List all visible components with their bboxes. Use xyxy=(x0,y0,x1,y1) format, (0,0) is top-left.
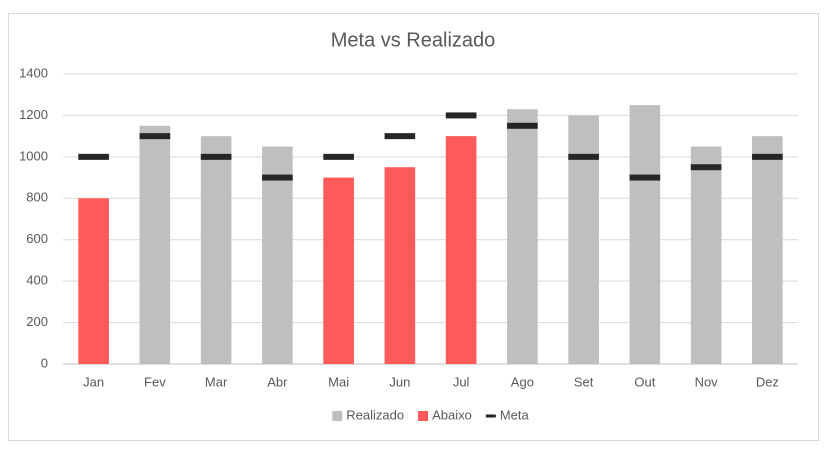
bar xyxy=(507,109,538,364)
y-tick-label: 1400 xyxy=(19,65,48,80)
x-tick-label: Set xyxy=(574,374,594,389)
bar xyxy=(200,136,232,364)
bar xyxy=(568,115,599,364)
meta-marker xyxy=(384,133,416,140)
y-tick-label: 0 xyxy=(41,355,48,370)
meta-marker xyxy=(323,153,354,160)
y-tick-label: 1200 xyxy=(19,107,48,122)
legend-key xyxy=(418,411,429,421)
bar xyxy=(384,167,416,364)
x-tick-label: Mai xyxy=(328,374,349,389)
x-tick-label: Jul xyxy=(453,374,470,389)
meta-marker xyxy=(78,153,109,160)
y-tick-label: 800 xyxy=(26,190,48,205)
meta-marker xyxy=(139,133,171,140)
x-tick-label: Jun xyxy=(389,374,410,389)
bar xyxy=(629,105,661,365)
meta-marker xyxy=(629,174,661,181)
bar xyxy=(445,136,477,364)
bar xyxy=(139,125,171,365)
bar xyxy=(78,198,109,364)
bar xyxy=(752,136,783,364)
x-tick-label: Fev xyxy=(144,374,166,389)
x-tick-label: Mar xyxy=(205,374,228,389)
bar xyxy=(690,146,722,364)
legend-label: Abaixo xyxy=(432,407,472,422)
y-tick-label: 200 xyxy=(26,314,48,329)
meta-marker xyxy=(262,174,293,181)
y-tick-label: 400 xyxy=(26,273,48,288)
meta-marker xyxy=(507,122,538,129)
y-tick-label: 600 xyxy=(26,231,48,246)
x-tick-label: Ago xyxy=(511,374,534,389)
x-tick-label: Abr xyxy=(267,374,288,389)
y-tick-label: 1000 xyxy=(19,148,48,163)
meta-marker xyxy=(445,112,477,119)
legend-key xyxy=(485,414,496,418)
legend-label: Realizado xyxy=(346,407,404,422)
meta-marker xyxy=(690,164,722,171)
meta-marker xyxy=(200,153,232,160)
x-tick-label: Dez xyxy=(756,374,779,389)
x-tick-label: Jan xyxy=(83,374,104,389)
bar xyxy=(323,177,354,364)
legend-key xyxy=(332,411,343,421)
chart-title: Meta vs Realizado xyxy=(331,29,496,51)
x-tick-label: Nov xyxy=(695,374,719,389)
legend-label: Meta xyxy=(500,407,530,422)
bar xyxy=(262,146,293,364)
meta-marker xyxy=(752,153,783,160)
meta-marker xyxy=(568,153,599,160)
x-tick-label: Out xyxy=(634,374,655,389)
